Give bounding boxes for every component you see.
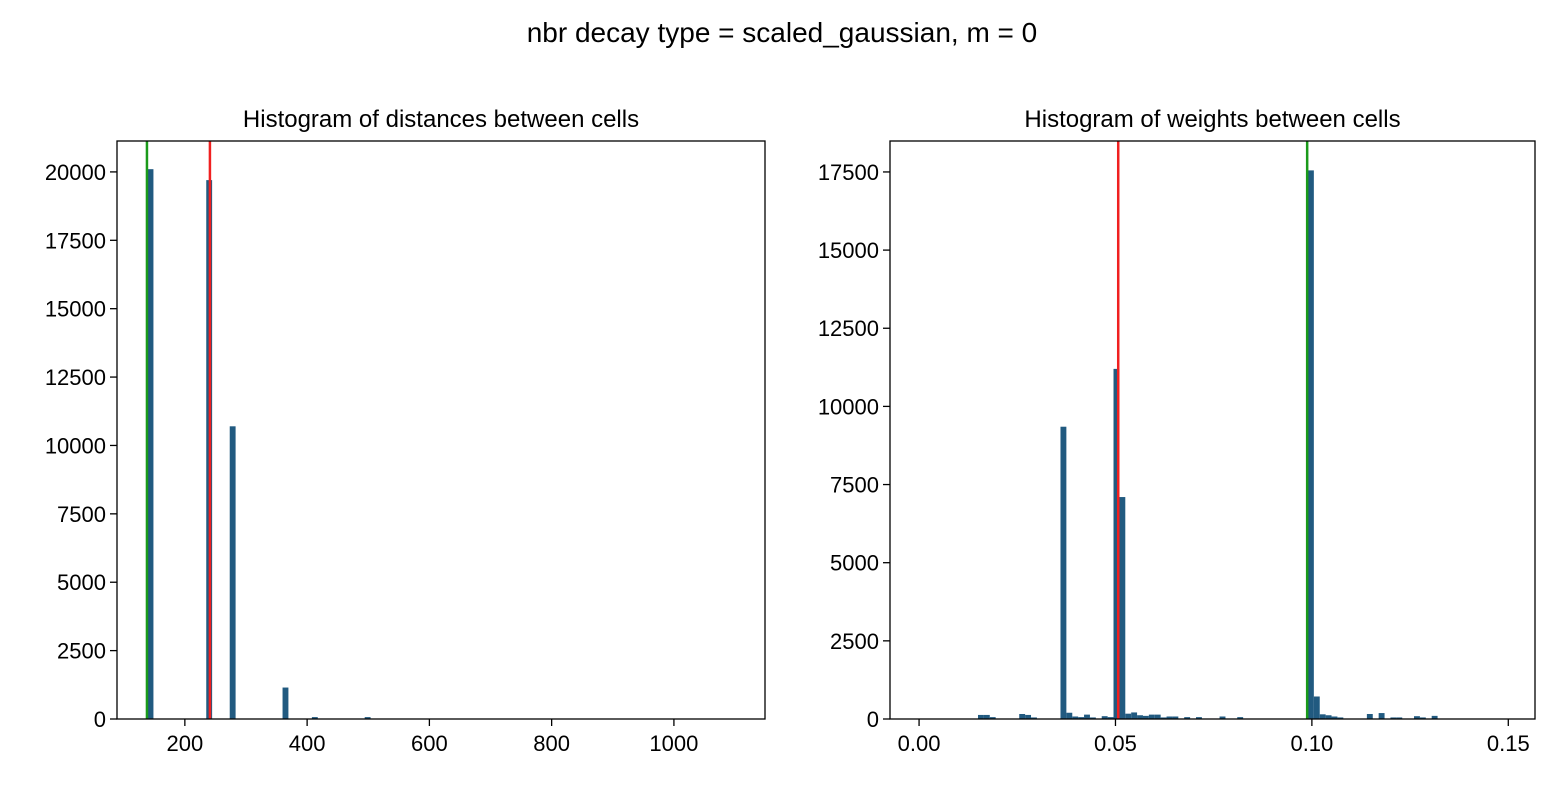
- histogram-bar: [1331, 716, 1338, 719]
- histogram-bar: [1142, 715, 1149, 719]
- histogram-bar: [1337, 717, 1344, 719]
- histogram-bar: [1137, 715, 1143, 719]
- histogram-bar: [364, 717, 371, 719]
- x-tick-label: 1000: [649, 731, 698, 756]
- axes-title: Histogram of distances between cells: [243, 106, 639, 133]
- x-tick-label: 0.15: [1487, 731, 1530, 756]
- histogram-bar: [1072, 716, 1079, 719]
- histogram-bar: [1237, 717, 1244, 719]
- histogram-bar: [1390, 717, 1397, 719]
- y-tick-label: 17500: [818, 160, 879, 185]
- histogram-bar: [1325, 715, 1332, 719]
- histogram-bar: [1019, 713, 1026, 719]
- x-tick-label: 400: [289, 731, 326, 756]
- histogram-bar: [1431, 715, 1438, 719]
- y-tick-label: 10000: [45, 433, 106, 458]
- x-tick-label: 0.05: [1094, 731, 1137, 756]
- y-tick-label: 12500: [818, 316, 879, 341]
- histogram-bar: [1319, 714, 1326, 719]
- histogram-bar: [1160, 717, 1167, 719]
- histogram-bar: [1172, 716, 1179, 719]
- x-tick-label: 800: [533, 731, 570, 756]
- histogram-bar: [1184, 717, 1191, 719]
- histogram-bar: [1154, 714, 1161, 719]
- y-tick-label: 17500: [45, 228, 106, 253]
- axes-frame: [116, 140, 766, 720]
- histogram-bar: [1066, 712, 1073, 719]
- histogram-bar: [1125, 713, 1132, 719]
- histogram-bar: [1219, 716, 1226, 719]
- histogram-bar: [989, 717, 996, 719]
- histogram-bar: [1089, 717, 1096, 719]
- histogram-bar: [1166, 716, 1173, 719]
- histogram-bar: [1078, 717, 1085, 719]
- histogram-bar: [1113, 368, 1120, 719]
- histogram-bar: [311, 717, 318, 719]
- histogram-bar: [229, 426, 236, 719]
- histogram-bar: [147, 169, 154, 719]
- y-tick-label: 5000: [57, 570, 106, 595]
- histogram-bar: [1148, 714, 1155, 719]
- histogram-bar: [1031, 717, 1037, 719]
- axes-title: Histogram of weights between cells: [1024, 106, 1400, 133]
- histogram-bar: [1419, 717, 1426, 719]
- y-tick-label: 0: [867, 707, 879, 732]
- x-tick-label: 0.00: [898, 731, 941, 756]
- histogram-bar: [1060, 426, 1067, 719]
- histogram-bar: [977, 714, 984, 719]
- histogram-bar: [1313, 696, 1320, 719]
- y-tick-label: 10000: [818, 394, 879, 419]
- distance-histogram: Histogram of distances between cells 200 4…: [45, 106, 766, 756]
- y-tick-label: 7500: [830, 473, 879, 498]
- histogram-bar: [1414, 716, 1420, 719]
- histogram-bar: [1366, 713, 1373, 719]
- histogram-bar: [1196, 717, 1202, 719]
- histogram-bar: [282, 687, 289, 719]
- y-tick-label: 20000: [45, 160, 106, 185]
- x-tick-label: 200: [166, 731, 203, 756]
- histogram-bar: [983, 714, 990, 719]
- y-tick-label: 15000: [45, 297, 106, 322]
- y-tick-label: 2500: [830, 629, 879, 654]
- y-tick-label: 5000: [830, 551, 879, 576]
- figure-suptitle: nbr decay type = scaled_gaussian, m = 0: [527, 17, 1038, 48]
- histogram-bar: [1101, 716, 1108, 719]
- y-tick-label: 15000: [818, 238, 879, 263]
- histogram-bar: [1131, 712, 1138, 719]
- weight-histogram: Histogram of weights between cells 0.00 0.…: [818, 106, 1536, 756]
- histogram-bar: [1396, 717, 1403, 719]
- histogram-bar: [1084, 714, 1090, 719]
- y-tick-label: 12500: [45, 365, 106, 390]
- histogram-bar: [1119, 497, 1126, 719]
- histogram-bar: [1378, 713, 1385, 719]
- x-tick-label: 0.10: [1290, 731, 1333, 756]
- axes-frame: [889, 140, 1536, 720]
- y-tick-label: 7500: [57, 502, 106, 527]
- histogram-bar: [1307, 170, 1314, 720]
- histogram-bar: [1107, 717, 1114, 719]
- y-tick-label: 0: [94, 707, 106, 732]
- histogram-bar: [1025, 714, 1032, 719]
- x-tick-label: 600: [411, 731, 448, 756]
- y-tick-label: 2500: [57, 639, 106, 664]
